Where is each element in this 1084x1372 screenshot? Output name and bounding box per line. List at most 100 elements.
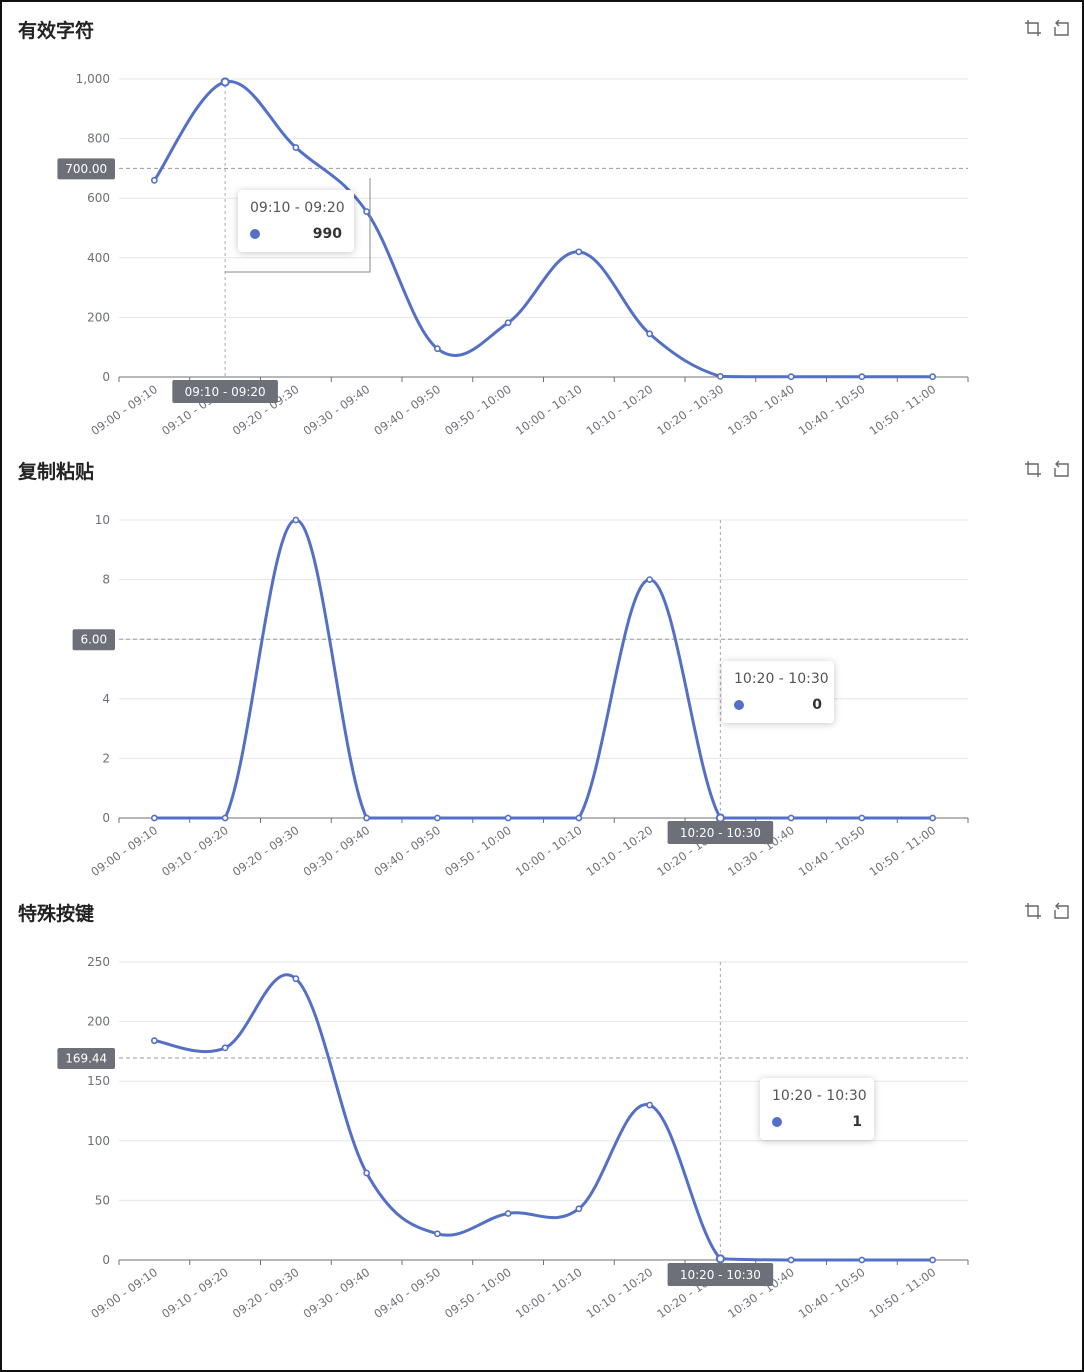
y-tick-label: 2 xyxy=(102,751,110,765)
x-tick-label: 09:40 - 09:50 xyxy=(371,382,443,438)
chart-toolbar xyxy=(1024,460,1070,478)
y-tick-label: 1,000 xyxy=(76,72,110,86)
data-point xyxy=(504,319,512,327)
data-point xyxy=(363,1169,371,1177)
series-marker-icon xyxy=(772,1117,782,1127)
line-chart[interactable]: 0 50 100 150 200 250 09:00 - 09:10 09:10 - 09:2… xyxy=(2,885,1082,1327)
chart-panel-special-keys: 特殊按键 0 50 100 150 200 250 09:00 - 09:10 09:10 -… xyxy=(2,885,1082,1327)
x-tick-label: 09:10 - 09:20 xyxy=(159,823,231,879)
undo-zoom-icon[interactable] xyxy=(1052,460,1070,478)
x-tick-label: 09:40 - 09:50 xyxy=(371,823,443,879)
y-tick-label: 250 xyxy=(87,955,110,969)
data-point xyxy=(221,814,229,822)
series-marker-icon xyxy=(250,229,260,239)
axis-pointer-x-label: 10:20 - 10:30 xyxy=(680,1268,761,1282)
x-tick-label: 10:10 - 10:20 xyxy=(584,1265,656,1321)
data-point xyxy=(363,208,371,216)
data-point xyxy=(292,144,300,151)
data-point xyxy=(929,373,937,381)
data-point xyxy=(716,373,724,380)
chart-tooltip: 09:10 - 09:20 990 xyxy=(238,190,354,252)
x-tick-label: 09:20 - 09:30 xyxy=(230,823,302,879)
y-tick-label: 0 xyxy=(102,1253,110,1267)
x-tick-label: 10:50 - 11:00 xyxy=(867,1265,939,1321)
x-tick-label: 10:50 - 11:00 xyxy=(867,382,939,438)
data-point xyxy=(858,373,866,381)
data-point xyxy=(292,516,300,524)
x-tick-label: 09:30 - 09:40 xyxy=(301,382,373,438)
data-point xyxy=(150,1037,158,1045)
y-tick-label: 200 xyxy=(87,310,110,324)
data-point xyxy=(646,576,654,583)
x-tick-label: 09:00 - 09:10 xyxy=(88,823,160,879)
chart-panel-valid-chars: 有效字符 0 200 400 600 800 1,000 09:00 - 09:10 09:1… xyxy=(2,2,1082,444)
crop-zoom-icon[interactable] xyxy=(1024,460,1042,478)
series-line xyxy=(154,973,933,1262)
chart-toolbar xyxy=(1024,902,1070,920)
data-point xyxy=(292,975,300,983)
chart-tooltip: 10:20 - 10:30 0 xyxy=(722,661,834,723)
axis-pointer-label-bg xyxy=(667,821,774,844)
x-tick-label: 09:00 - 09:10 xyxy=(88,1265,160,1321)
series-marker-icon xyxy=(734,700,744,710)
tooltip-value: 0 xyxy=(812,697,822,713)
data-point xyxy=(433,1230,441,1238)
crop-zoom-icon[interactable] xyxy=(1024,19,1042,37)
line-chart[interactable]: 0 200 400 600 800 1,000 09:00 - 09:10 09:10 - 0… xyxy=(2,2,1082,444)
tooltip-title: 10:20 - 10:30 xyxy=(734,671,829,687)
tooltip-title: 09:10 - 09:20 xyxy=(250,200,345,216)
x-tick-label: 09:20 - 09:30 xyxy=(230,1265,302,1321)
x-tick-label: 10:20 - 10:30 xyxy=(654,382,726,438)
data-point xyxy=(433,814,441,822)
undo-zoom-icon[interactable] xyxy=(1052,19,1070,37)
data-point xyxy=(715,1254,725,1264)
axis-pointer-y-label: 169.44 xyxy=(65,1052,107,1066)
crop-zoom-icon[interactable] xyxy=(1024,902,1042,920)
data-point xyxy=(787,1256,795,1264)
y-tick-label: 0 xyxy=(102,370,110,384)
y-tick-label: 8 xyxy=(102,573,110,587)
chart-title: 复制粘贴 xyxy=(18,461,95,483)
y-tick-label: 800 xyxy=(87,132,110,146)
tooltip-title: 10:20 - 10:30 xyxy=(772,1088,867,1104)
tooltip-value: 1 xyxy=(852,1114,862,1130)
data-point xyxy=(221,1044,229,1052)
x-tick-label: 09:10 - 09:20 xyxy=(159,1265,231,1321)
x-tick-label: 10:40 - 10:50 xyxy=(796,382,868,438)
y-tick-label: 10 xyxy=(95,513,110,527)
x-tick-label: 09:30 - 09:40 xyxy=(301,823,373,879)
undo-zoom-icon[interactable] xyxy=(1052,902,1070,920)
chart-title: 特殊按键 xyxy=(18,903,95,925)
x-tick-label: 09:50 - 10:00 xyxy=(442,1265,514,1321)
data-point xyxy=(575,814,583,822)
data-point xyxy=(363,814,371,822)
x-tick-label: 09:30 - 09:40 xyxy=(301,1265,373,1321)
data-point xyxy=(929,1256,937,1264)
axis-pointer-x-label: 10:20 - 10:30 xyxy=(680,826,761,840)
y-tick-label: 400 xyxy=(87,251,110,265)
x-tick-label: 10:00 - 10:10 xyxy=(513,823,585,879)
data-point xyxy=(150,814,158,822)
x-tick-label: 09:40 - 09:50 xyxy=(371,1265,443,1321)
axis-pointer-y-label: 700.00 xyxy=(65,162,107,176)
x-tick-label: 10:00 - 10:10 xyxy=(513,1265,585,1321)
x-tick-label: 10:50 - 11:00 xyxy=(867,823,939,879)
axis-pointer-label-bg xyxy=(667,1263,774,1286)
data-point xyxy=(646,1101,654,1109)
data-point xyxy=(220,77,230,87)
y-tick-label: 50 xyxy=(95,1193,110,1207)
x-tick-label: 10:30 - 10:40 xyxy=(725,382,797,438)
x-tick-label: 09:50 - 10:00 xyxy=(442,382,514,438)
data-point xyxy=(575,248,583,256)
axis-pointer-x-label: 09:10 - 09:20 xyxy=(185,385,266,399)
data-point xyxy=(858,1256,866,1264)
chart-tooltip: 10:20 - 10:30 1 xyxy=(760,1078,874,1140)
y-tick-label: 0 xyxy=(102,811,110,825)
y-tick-label: 100 xyxy=(87,1134,110,1148)
x-tick-label: 10:40 - 10:50 xyxy=(796,1265,868,1321)
data-point xyxy=(787,814,795,822)
axis-pointer-label-bg xyxy=(172,380,278,403)
